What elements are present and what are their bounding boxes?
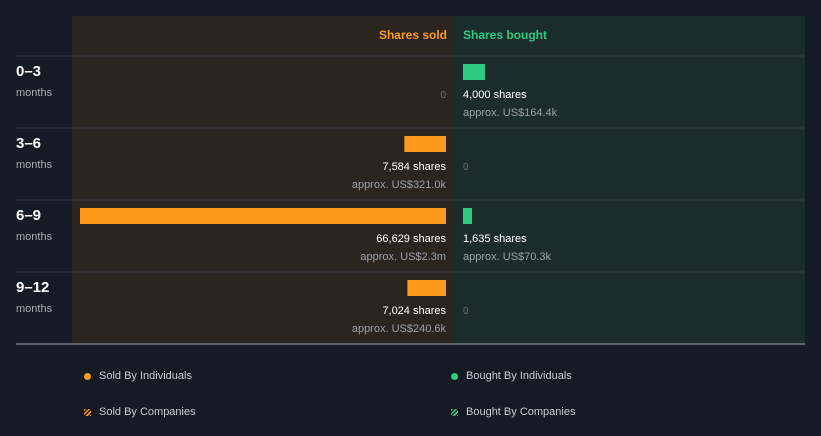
hatch-swatch-icon xyxy=(84,408,91,416)
bought-header: Shares bought xyxy=(463,28,547,42)
sold-approx-label: approx. US$240.6k xyxy=(352,323,447,335)
legend-label: Sold By Individuals xyxy=(99,370,192,382)
chart-row-2: 6–9 months 66,629 shares approx. US$2.3m 1,6… xyxy=(16,199,805,263)
sold-approx-label: approx. US$2.3m xyxy=(360,251,446,263)
bought-shares-label: 4,000 shares xyxy=(463,89,527,101)
sold-approx-label: approx. US$321.0k xyxy=(352,179,447,191)
hatch-swatch-icon xyxy=(451,408,458,416)
sold-bar xyxy=(404,136,446,152)
legend-item: Bought By Individuals xyxy=(451,370,572,382)
period-unit-label: months xyxy=(16,303,53,315)
period-label: 3–6 xyxy=(16,135,41,152)
bought-approx-label: approx. US$164.4k xyxy=(463,107,558,119)
bought-bar xyxy=(463,208,472,224)
sold-bar xyxy=(80,208,446,224)
chart-rows: 0–3 months 0 4,000 shares approx. US$164.4k 3… xyxy=(16,55,805,335)
period-label: 0–3 xyxy=(16,63,41,80)
legend-label: Sold By Companies xyxy=(99,406,196,418)
legend-label: Bought By Companies xyxy=(466,406,576,418)
chart-row-3: 9–12 months 7,024 shares approx. US$240.6k 0 xyxy=(16,271,805,335)
sold-bar xyxy=(407,280,446,296)
legend-item: Sold By Companies xyxy=(84,406,196,418)
sold-shares-label: 66,629 shares xyxy=(376,233,446,245)
bought-zero-label: 0 xyxy=(463,162,469,173)
period-unit-label: months xyxy=(16,87,53,99)
period-label: 6–9 xyxy=(16,207,41,224)
sold-panel xyxy=(72,16,454,344)
legend-item: Bought By Companies xyxy=(451,406,575,418)
period-label: 9–12 xyxy=(16,279,49,296)
legend-label: Bought By Individuals xyxy=(466,370,572,382)
chart-row-0: 0–3 months 0 4,000 shares approx. US$164.4k xyxy=(16,55,805,119)
chart-row-1: 3–6 months 7,584 shares approx. US$321.0k 0 xyxy=(16,127,805,191)
legend-item: Sold By Individuals xyxy=(84,370,192,382)
bought-zero-label: 0 xyxy=(463,306,469,317)
sold-zero-label: 0 xyxy=(440,90,446,101)
period-unit-label: months xyxy=(16,159,53,171)
period-unit-label: months xyxy=(16,231,53,243)
bought-shares-label: 1,635 shares xyxy=(463,233,527,245)
bought-bar xyxy=(463,64,485,80)
sold-shares-label: 7,024 shares xyxy=(382,305,446,317)
sold-header: Shares sold xyxy=(379,28,447,42)
bought-approx-label: approx. US$70.3k xyxy=(463,251,552,263)
sold-shares-label: 7,584 shares xyxy=(382,161,446,173)
dot-swatch-icon xyxy=(84,372,91,380)
dot-swatch-icon xyxy=(451,372,458,380)
bought-panel xyxy=(454,16,805,344)
